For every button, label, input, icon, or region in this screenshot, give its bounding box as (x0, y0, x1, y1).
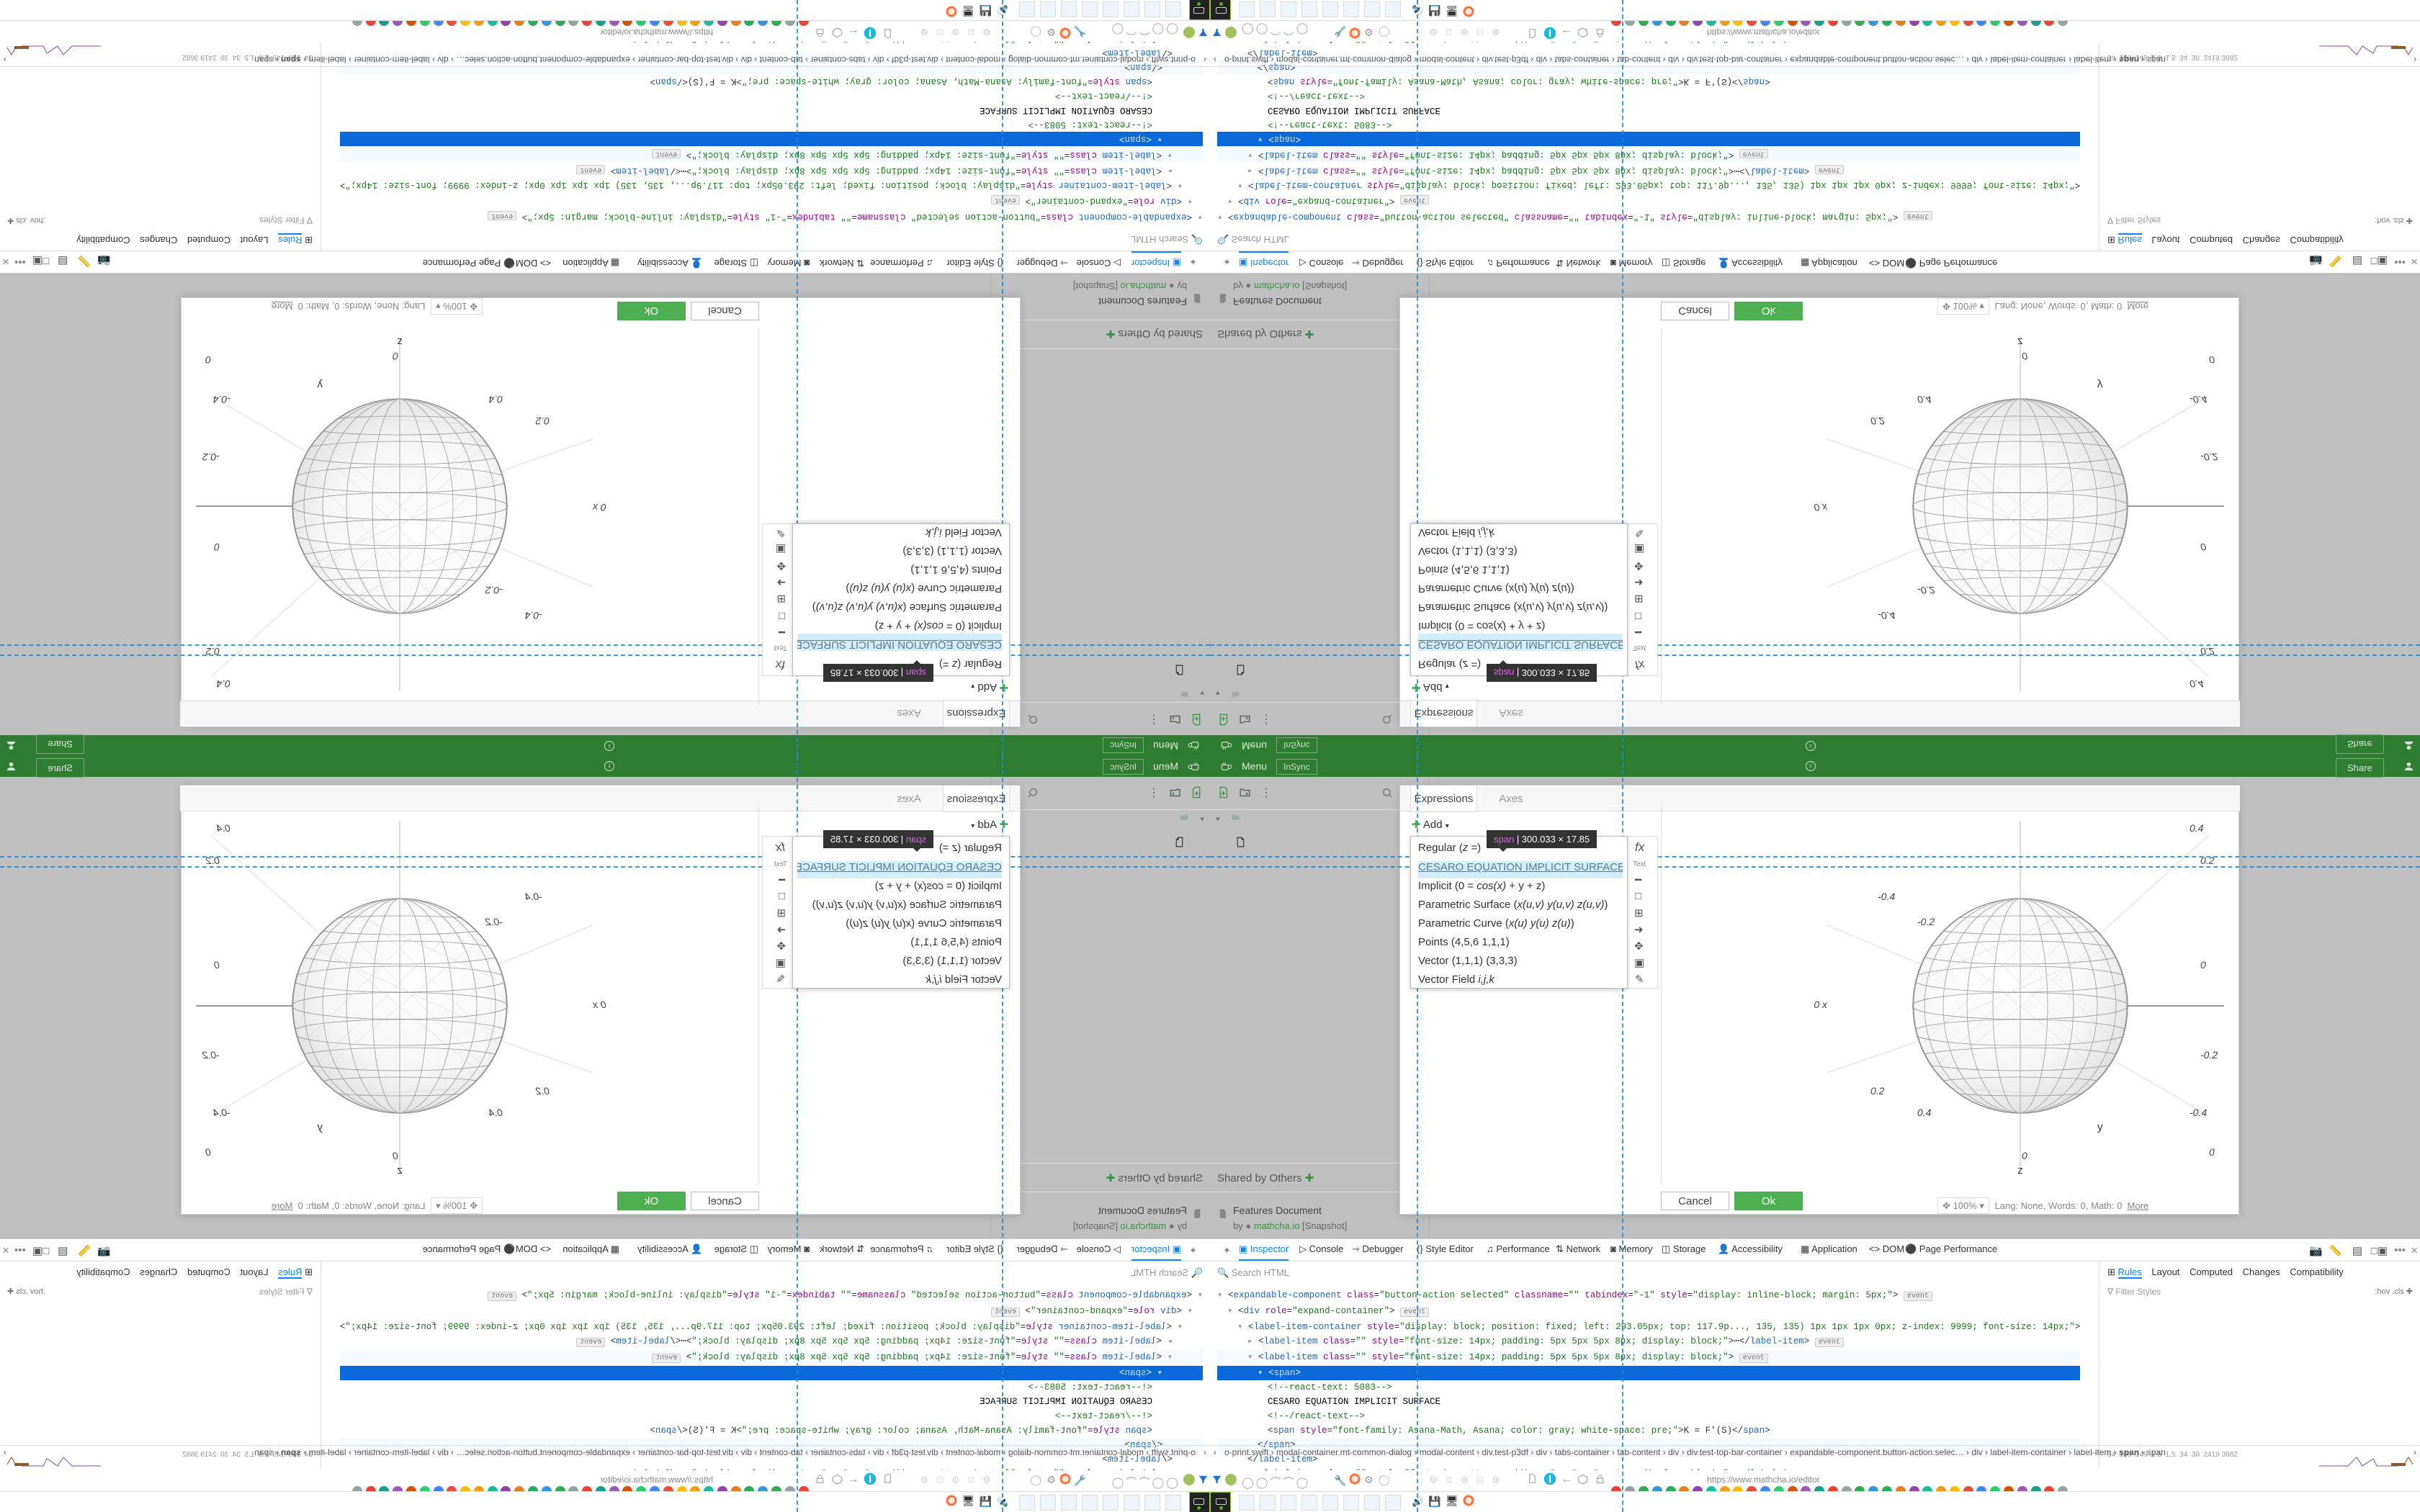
svg-text:0.4: 0.4 (488, 1107, 503, 1118)
svg-text:0: 0 (393, 351, 398, 362)
svg-text:0.4: 0.4 (216, 822, 230, 834)
svg-text:y: y (317, 379, 323, 391)
svg-text:-0.4: -0.4 (525, 891, 542, 902)
svg-text:z: z (397, 336, 403, 348)
svg-text:0: 0 (205, 1146, 211, 1158)
svg-text:-0.2: -0.2 (202, 451, 220, 463)
svg-text:-0.2: -0.2 (2200, 451, 2218, 463)
svg-text:-0.4: -0.4 (525, 610, 542, 621)
svg-text:-0.4: -0.4 (213, 394, 230, 405)
svg-text:-0.4: -0.4 (2190, 394, 2207, 405)
svg-text:0 x: 0 x (1814, 999, 1828, 1010)
svg-text:0.2: 0.2 (535, 415, 550, 427)
svg-text:-0.4: -0.4 (1878, 891, 1895, 902)
svg-text:0 x: 0 x (592, 999, 606, 1010)
svg-text:0.2: 0.2 (535, 1085, 550, 1097)
svg-text:0: 0 (393, 1150, 398, 1161)
svg-text:-0.2: -0.2 (485, 585, 503, 596)
svg-text:z: z (397, 1164, 403, 1176)
svg-text:-0.4: -0.4 (2190, 1107, 2207, 1118)
svg-text:0: 0 (2209, 354, 2215, 366)
svg-text:0 x: 0 x (1814, 502, 1828, 513)
svg-text:0: 0 (2209, 1146, 2215, 1158)
svg-text:0 x: 0 x (592, 502, 606, 513)
svg-text:0.2: 0.2 (1870, 415, 1885, 427)
svg-text:y: y (2097, 1121, 2103, 1133)
svg-text:-0.4: -0.4 (1878, 610, 1895, 621)
svg-text:-0.2: -0.2 (1917, 916, 1935, 927)
svg-text:z: z (2017, 1164, 2023, 1176)
svg-text:0.4: 0.4 (2190, 678, 2204, 690)
svg-text:0: 0 (214, 959, 220, 971)
svg-text:0: 0 (2200, 541, 2206, 553)
svg-text:0: 0 (2200, 959, 2206, 971)
svg-text:y: y (2097, 379, 2103, 391)
svg-text:0.4: 0.4 (1917, 394, 1932, 405)
svg-text:y: y (317, 1121, 323, 1133)
svg-text:-0.2: -0.2 (2200, 1049, 2218, 1061)
svg-text:0: 0 (2022, 351, 2027, 362)
svg-text:0.4: 0.4 (488, 394, 503, 405)
svg-text:0: 0 (214, 541, 220, 553)
svg-text:-0.2: -0.2 (1917, 585, 1935, 596)
svg-text:0: 0 (205, 354, 211, 366)
svg-text:0.4: 0.4 (1917, 1107, 1932, 1118)
svg-text:0: 0 (2022, 1150, 2027, 1161)
svg-text:z: z (2017, 336, 2023, 348)
svg-text:-0.2: -0.2 (202, 1049, 220, 1061)
svg-text:0.4: 0.4 (2190, 822, 2204, 834)
svg-text:-0.2: -0.2 (485, 916, 503, 927)
svg-text:0.2: 0.2 (1870, 1085, 1885, 1097)
svg-text:-0.4: -0.4 (213, 1107, 230, 1118)
svg-text:0.4: 0.4 (216, 678, 230, 690)
